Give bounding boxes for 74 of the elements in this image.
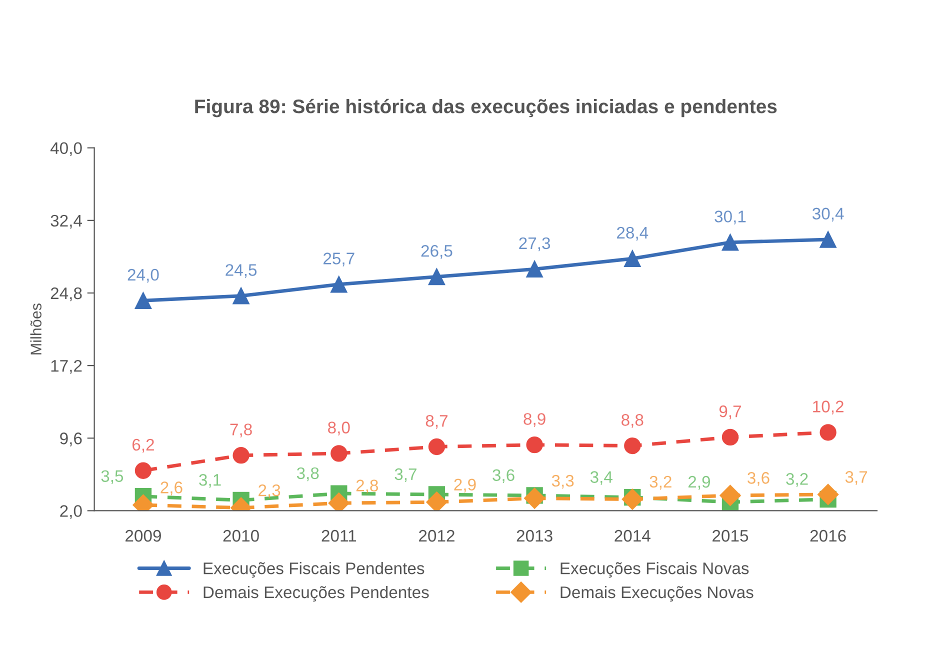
y-tick-label: 24,8 bbox=[50, 287, 82, 302]
y-tick-label: 2,0 bbox=[60, 505, 82, 519]
x-tick-label: 2010 bbox=[223, 530, 259, 542]
point bbox=[428, 438, 446, 456]
point bbox=[330, 445, 348, 462]
point bbox=[428, 268, 446, 286]
data-label: 3,2 bbox=[786, 473, 808, 487]
data-label: 3,3 bbox=[552, 474, 574, 489]
legend-label: Execuções Fiscais Pendentes bbox=[204, 562, 424, 578]
point bbox=[624, 437, 641, 454]
data-label: 3,6 bbox=[748, 472, 770, 486]
x-tick-label: 2015 bbox=[712, 530, 748, 542]
y-tick-label: 9,6 bbox=[60, 432, 82, 446]
legend-label: Execuções Fiscais Novas bbox=[560, 562, 749, 578]
data-label: 9,7 bbox=[719, 405, 741, 420]
data-label: 24,5 bbox=[226, 264, 257, 278]
data-label: 3,7 bbox=[394, 468, 416, 482]
point bbox=[328, 492, 350, 511]
point bbox=[722, 234, 739, 251]
point bbox=[232, 288, 250, 304]
data-label: 27,3 bbox=[519, 237, 550, 252]
data-label: 3,2 bbox=[650, 476, 672, 490]
point bbox=[134, 462, 152, 479]
data-label: 10,2 bbox=[813, 400, 844, 414]
y-tick-label: 17,2 bbox=[51, 360, 82, 374]
data-label: 2,9 bbox=[454, 478, 476, 492]
data-label: 3,5 bbox=[101, 470, 124, 484]
y-tick-label: 40,0 bbox=[50, 142, 82, 156]
data-label: 2,3 bbox=[258, 484, 280, 498]
point bbox=[624, 250, 641, 267]
data-label: 28,4 bbox=[617, 226, 648, 241]
chart-title: Figura 89: Série histórica das execuções iniciadas e pendentes bbox=[195, 98, 777, 118]
data-label: 24,0 bbox=[128, 268, 159, 283]
x-tick-label: 2009 bbox=[126, 530, 161, 542]
point bbox=[526, 260, 543, 278]
y-tick-label: 32,4 bbox=[50, 214, 82, 229]
data-label: 3,7 bbox=[845, 471, 868, 485]
data-label: 8,8 bbox=[622, 414, 644, 428]
y-axis-title: Milhões bbox=[30, 304, 42, 354]
data-label: 30,4 bbox=[812, 208, 844, 222]
point bbox=[820, 424, 836, 441]
data-label: 6,2 bbox=[132, 438, 154, 453]
data-label: 8,0 bbox=[328, 422, 350, 436]
data-label: 3,6 bbox=[492, 469, 514, 484]
x-tick-label: 2012 bbox=[419, 530, 454, 542]
point bbox=[232, 447, 250, 464]
data-label: 2,6 bbox=[160, 482, 182, 496]
point bbox=[820, 231, 836, 248]
x-tick-label: 2013 bbox=[516, 530, 552, 542]
data-label: 2,9 bbox=[688, 476, 710, 490]
point bbox=[524, 488, 546, 509]
data-label: 2,8 bbox=[356, 480, 378, 494]
point bbox=[818, 484, 839, 505]
data-label: 3,4 bbox=[590, 471, 612, 485]
data-label: 26,5 bbox=[421, 244, 452, 259]
data-label: 8,9 bbox=[524, 413, 546, 427]
point bbox=[426, 492, 448, 511]
point bbox=[720, 484, 741, 506]
point bbox=[622, 488, 643, 510]
x-tick-label: 2011 bbox=[322, 530, 356, 542]
data-label: 25,7 bbox=[324, 252, 354, 266]
legend-label: Demais Execuções Pendentes bbox=[204, 586, 429, 602]
x-tick-label: 2016 bbox=[810, 530, 846, 542]
point bbox=[722, 428, 739, 446]
data-label: 3,1 bbox=[199, 474, 221, 488]
point bbox=[526, 436, 543, 454]
x-tick-label: 2014 bbox=[614, 530, 650, 542]
point bbox=[330, 276, 348, 293]
point bbox=[134, 292, 152, 309]
data-label: 3,8 bbox=[296, 467, 319, 482]
data-label: 8,7 bbox=[426, 414, 448, 429]
data-label: 30,1 bbox=[714, 210, 746, 224]
legend-label: Demais Execuções Novas bbox=[560, 586, 754, 602]
data-label: 7,8 bbox=[230, 424, 252, 438]
